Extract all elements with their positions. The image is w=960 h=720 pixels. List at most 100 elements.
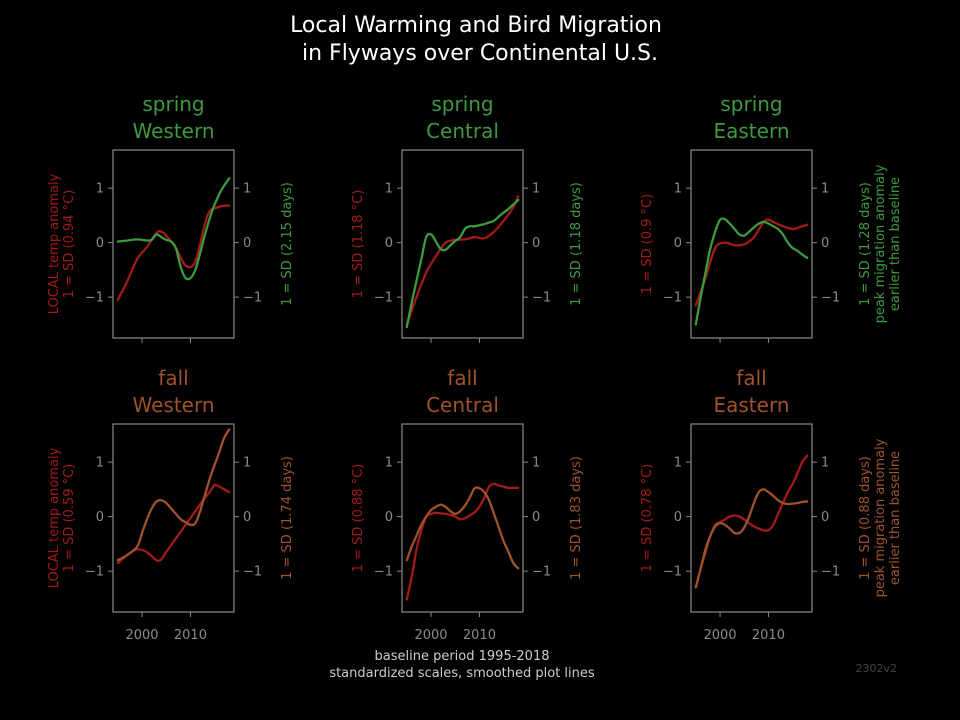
- left-axis-label: 1 = SD (0.9 °C): [640, 194, 655, 294]
- migration-line: [405, 486, 520, 570]
- y-tick-label-right: 1: [532, 182, 540, 197]
- y-tick-label-left: 1: [385, 182, 393, 197]
- y-tick-label-right: −1: [243, 291, 262, 306]
- plot-frame: [112, 149, 235, 339]
- right-axis-label: peak migration anomaly: [873, 164, 888, 323]
- y-tick-label-right: 1: [821, 456, 829, 471]
- panel-title-flyway: Western: [132, 393, 214, 417]
- temperature-line: [116, 483, 231, 565]
- y-tick-label-right: 1: [243, 182, 251, 197]
- y-tick-label-left: 1: [674, 182, 682, 197]
- y-tick-label-right: 1: [532, 456, 540, 471]
- footer-method-note: standardized scales, smoothed plot lines: [329, 666, 595, 681]
- panel-title-flyway: Eastern: [713, 119, 789, 143]
- x-tick-label: 2010: [463, 628, 496, 643]
- y-tick-label-left: −1: [374, 565, 393, 580]
- right-axis-label: 1 = SD (1.83 days): [569, 456, 584, 580]
- left-axis-label: 1 = SD (0.88 °C): [351, 464, 366, 573]
- right-axis-label: 1 = SD (1.28 days): [858, 182, 873, 306]
- y-tick-label-left: −1: [85, 565, 104, 580]
- x-tick-label: 2010: [174, 628, 207, 643]
- panel-title-season: fall: [447, 366, 477, 390]
- y-tick-label-left: −1: [85, 291, 104, 306]
- right-axis-label: 1 = SD (1.74 days): [280, 456, 295, 580]
- right-axis-label: earlier than baseline: [888, 451, 903, 585]
- panel-fall-eastern: fall Eastern −1 −1 0 0 1 1 2000 2010 1 = SD (0.78 …: [640, 366, 903, 643]
- y-tick-label-right: −1: [532, 291, 551, 306]
- figure-title-line1: Local Warming and Bird Migration: [290, 13, 662, 38]
- panel-fall-western: fall Western −1 −1 0 0 1 1 2000 2010 LOCAL temp an…: [47, 366, 295, 643]
- version-label: 2302v2: [855, 662, 897, 675]
- left-axis-label: LOCAL temp anomaly: [47, 447, 62, 588]
- y-tick-label-right: 0: [821, 510, 829, 525]
- plot-frame: [401, 423, 524, 613]
- plot-frame: [690, 423, 813, 613]
- panel-title-flyway: Eastern: [713, 393, 789, 417]
- panel-fall-central: fall Central −1 −1 0 0 1 1 2000 2010 1 = SD (0.88 …: [351, 366, 584, 643]
- panel-title-season: fall: [158, 366, 188, 390]
- y-tick-label-left: 0: [385, 236, 393, 251]
- y-tick-label-left: 0: [385, 510, 393, 525]
- y-tick-label-right: 0: [821, 236, 829, 251]
- y-tick-label-right: −1: [243, 565, 262, 580]
- left-axis-label: 1 = SD (0.59 °C): [62, 464, 77, 573]
- panel-title-flyway: Central: [426, 393, 499, 417]
- left-axis-label: 1 = SD (1.18 °C): [351, 190, 366, 299]
- y-tick-label-left: 1: [674, 456, 682, 471]
- y-tick-label-left: 0: [674, 236, 682, 251]
- migration-line: [694, 217, 809, 326]
- y-tick-label-right: −1: [821, 291, 840, 306]
- panel-title-season: fall: [736, 366, 766, 390]
- temperature-line: [405, 195, 520, 326]
- y-tick-label-right: 0: [243, 236, 251, 251]
- panel-title-season: spring: [142, 92, 204, 116]
- y-tick-label-left: −1: [374, 291, 393, 306]
- y-tick-label-right: 1: [821, 182, 829, 197]
- y-tick-label-left: −1: [663, 565, 682, 580]
- y-tick-label-left: 0: [96, 510, 104, 525]
- x-tick-label: 2000: [414, 628, 447, 643]
- footer-baseline-note: baseline period 1995-2018: [375, 649, 550, 664]
- panel-title-flyway: Central: [426, 119, 499, 143]
- plot-frame: [401, 149, 524, 339]
- left-axis-label: 1 = SD (0.94 °C): [62, 190, 77, 299]
- migration-line: [116, 177, 231, 281]
- panel-spring-eastern: spring Eastern −1 −1 0 0 1 1 1 = SD (0.9 °C) 1 = …: [640, 92, 903, 343]
- right-axis-label: 1 = SD (1.18 days): [569, 182, 584, 306]
- right-axis-label: earlier than baseline: [888, 177, 903, 311]
- left-axis-label: LOCAL temp anomaly: [47, 173, 62, 314]
- y-tick-label-left: 0: [674, 510, 682, 525]
- y-tick-label-right: 1: [243, 456, 251, 471]
- panel-title-season: spring: [431, 92, 493, 116]
- y-tick-label-right: −1: [532, 565, 551, 580]
- y-tick-label-right: 0: [532, 510, 540, 525]
- y-tick-label-left: 1: [96, 182, 104, 197]
- migration-line: [116, 428, 231, 562]
- migration-line: [405, 198, 520, 329]
- y-tick-label-right: 0: [243, 510, 251, 525]
- panel-spring-central: spring Central −1 −1 0 0 1 1 1 = SD (1.18 °C) 1 =…: [351, 92, 584, 343]
- y-tick-label-left: 1: [96, 456, 104, 471]
- x-tick-label: 2000: [703, 628, 736, 643]
- x-tick-label: 2000: [125, 628, 158, 643]
- plot-frame: [690, 149, 813, 339]
- right-axis-label: 1 = SD (2.15 days): [280, 182, 295, 306]
- right-axis-label: 1 = SD (0.88 days): [858, 456, 873, 580]
- figure-title-line2: in Flyways over Continental U.S.: [302, 41, 658, 66]
- left-axis-label: 1 = SD (0.78 °C): [640, 464, 655, 573]
- y-tick-label-left: −1: [663, 291, 682, 306]
- plot-frame: [112, 423, 235, 613]
- y-tick-label-left: 0: [96, 236, 104, 251]
- x-tick-label: 2010: [752, 628, 785, 643]
- y-tick-label-right: −1: [821, 565, 840, 580]
- y-tick-label-right: 0: [532, 236, 540, 251]
- y-tick-label-left: 1: [385, 456, 393, 471]
- migration-line: [694, 488, 809, 589]
- temperature-line: [116, 204, 231, 302]
- panel-title-season: spring: [720, 92, 782, 116]
- panel-title-flyway: Western: [132, 119, 214, 143]
